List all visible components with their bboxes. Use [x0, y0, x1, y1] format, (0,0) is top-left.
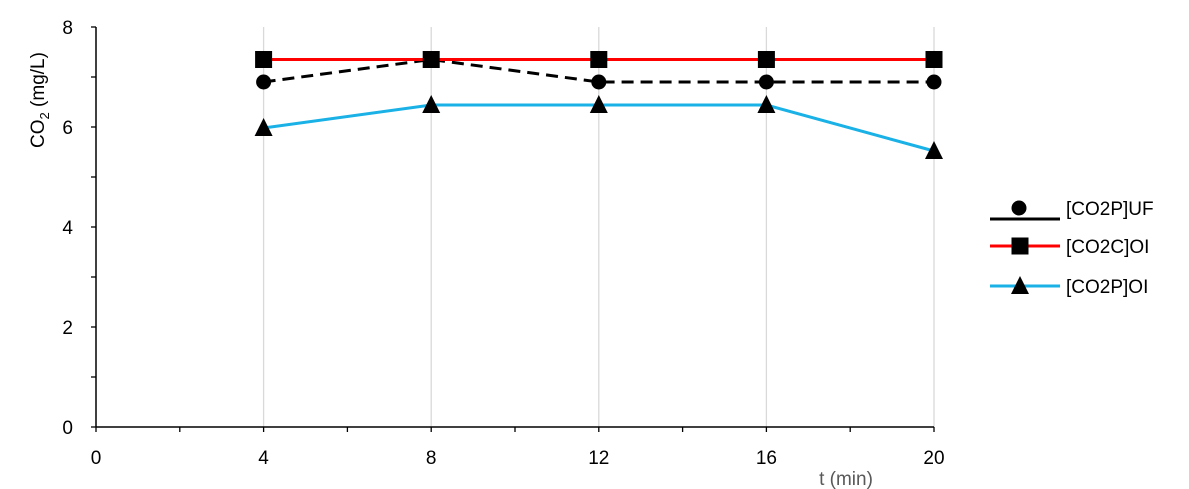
y-tick-label: 4	[62, 218, 73, 239]
data-point	[925, 51, 943, 68]
y-tick-label: 8	[62, 18, 73, 39]
legend: [CO2P]UF [CO2C]OI [CO2P]OI	[990, 199, 1154, 298]
data-point	[590, 51, 608, 68]
x-axis-label: t (min)	[819, 469, 873, 489]
series-2	[254, 95, 943, 159]
y-axis-label-rest: (mg/L)	[28, 52, 49, 112]
data-point	[422, 95, 441, 113]
x-tick-label: 16	[756, 448, 777, 469]
x-tick-label: 0	[91, 448, 102, 469]
series-layer	[254, 51, 943, 159]
legend-label: [CO2C]OI	[1066, 237, 1149, 258]
x-tick-labels: 0 4 8 12 16 20	[91, 448, 945, 469]
data-point	[254, 118, 273, 136]
y-axis-label-main: CO	[28, 119, 49, 148]
data-point	[926, 74, 942, 90]
legend-label: [CO2P]UF	[1066, 199, 1154, 220]
x-tick-label: 12	[588, 448, 609, 469]
axes	[91, 26, 935, 432]
data-point	[591, 74, 607, 90]
data-point	[256, 74, 272, 90]
legend-label: [CO2P]OI	[1066, 277, 1148, 298]
data-point	[757, 51, 775, 68]
legend-marker	[1011, 200, 1027, 216]
x-tick-label: 8	[426, 448, 437, 469]
x-tick-label: 20	[923, 448, 944, 469]
legend-item: [CO2C]OI	[990, 237, 1149, 258]
y-axis-label-subscript: 2	[37, 112, 52, 119]
data-point	[589, 95, 608, 113]
data-point	[925, 141, 943, 159]
y-tick-label: 6	[62, 118, 73, 139]
x-tick-label: 4	[258, 448, 269, 469]
grid-lines	[262, 27, 935, 427]
legend-marker	[1011, 276, 1029, 294]
y-tick-label: 0	[62, 418, 73, 439]
legend-item: [CO2P]OI	[990, 276, 1148, 298]
series-line	[263, 57, 934, 84]
data-point	[758, 74, 774, 90]
data-point	[422, 51, 440, 68]
y-tick-labels: 0 2 4 6 8	[62, 18, 73, 439]
series-1	[255, 51, 943, 68]
y-tick-label: 2	[62, 318, 73, 339]
data-point	[757, 95, 776, 113]
y-axis-label: CO2 (mg/L)	[28, 52, 52, 148]
data-point	[255, 51, 273, 68]
legend-item: [CO2P]UF	[990, 199, 1154, 221]
legend-marker	[1011, 237, 1029, 255]
